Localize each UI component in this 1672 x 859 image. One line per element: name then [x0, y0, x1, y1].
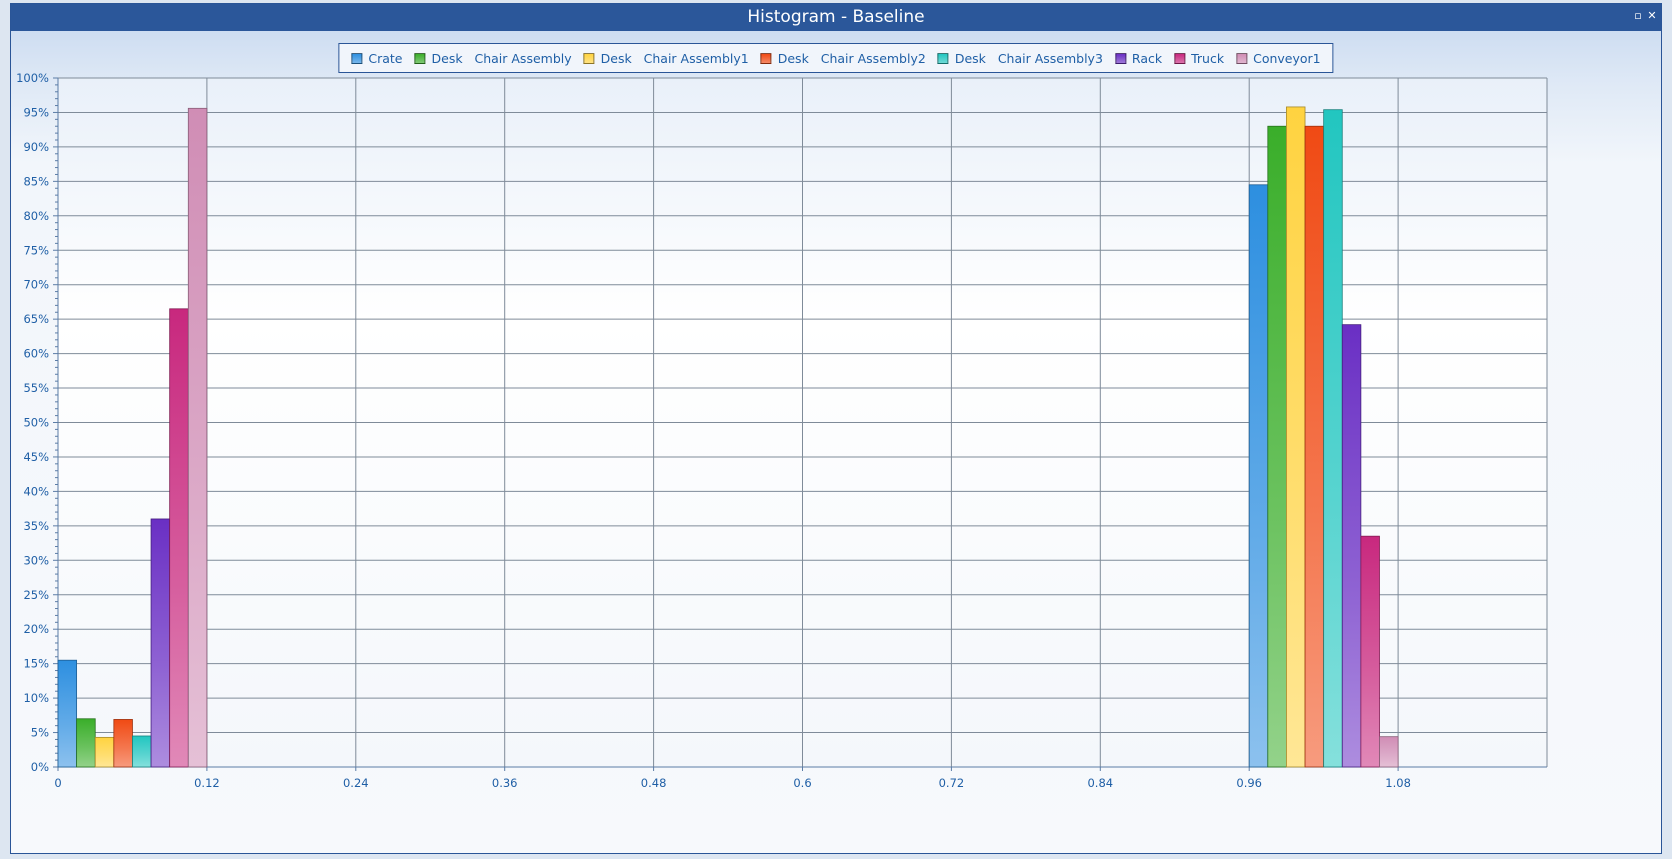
legend-item[interactable]: Rack — [1114, 50, 1163, 66]
x-tick-label: 0.72 — [939, 776, 965, 790]
y-tick-label: 45% — [23, 450, 49, 464]
y-tick-label: 35% — [23, 519, 49, 533]
bar-desk-chair-assembly1-bin-2 — [1286, 106, 1306, 768]
window-title: Histogram - Baseline — [747, 7, 925, 27]
legend-label: Crate — [368, 50, 403, 66]
y-tick-label: 25% — [23, 588, 49, 602]
legend-item[interactable]: Conveyor1 — [1236, 51, 1321, 66]
legend-label: Conveyor1 — [1253, 50, 1321, 66]
y-tick-label: 100% — [16, 71, 49, 85]
legend-swatch — [1174, 52, 1186, 64]
bar-desk-chair-assembly3-bin-2 — [1323, 109, 1343, 768]
y-tick-label: 85% — [23, 174, 49, 188]
y-tick-label: 60% — [23, 347, 49, 361]
histogram-chart: 0% 5% 10% 15% 20% 25% 30% 35% 40% 45% 50% 55% 60% 65%… — [16, 71, 1548, 790]
legend-label: Desk Chair Assembly3 — [954, 50, 1103, 66]
y-tick-label: 20% — [23, 622, 49, 636]
legend-swatch — [351, 52, 363, 64]
y-tick-label: 40% — [23, 484, 49, 498]
y-tick-label: 10% — [23, 691, 49, 705]
x-tick-label: 0.24 — [343, 776, 369, 790]
bar-crate-bin-1 — [57, 659, 78, 768]
legend-swatch — [937, 52, 949, 64]
x-tick-label: 0.12 — [194, 776, 220, 790]
y-tick-label: 15% — [23, 657, 49, 671]
bar-rack-bin-1 — [150, 518, 171, 768]
legend-swatch — [414, 52, 426, 64]
y-tick-label: 95% — [23, 105, 49, 119]
x-tick-label: 0.36 — [492, 776, 518, 790]
legend-swatch — [583, 52, 595, 64]
bar-desk-chair-assembly2-bin-2 — [1304, 125, 1325, 768]
x-tick-label: 0 — [54, 776, 61, 790]
bar-truck-bin-1 — [169, 308, 189, 768]
bar-desk-chair-assembly2-bin-1 — [113, 719, 133, 768]
y-tick-label: 30% — [23, 553, 49, 567]
bar-conveyor1-bin-1 — [187, 107, 208, 768]
x-tick-label: 0.96 — [1236, 776, 1262, 790]
legend-swatch — [760, 52, 772, 64]
y-tick-label: 75% — [23, 243, 49, 257]
x-tick-label: 0.84 — [1087, 776, 1113, 790]
legend-swatch — [1114, 52, 1126, 64]
bar-conveyor1-bin-2 — [1379, 736, 1399, 768]
legend-label: Truck — [1191, 50, 1225, 66]
bar-desk-chair-assembly3-bin-1 — [132, 735, 152, 768]
legend-item[interactable]: Desk Chair Assembly3 — [937, 50, 1103, 66]
y-tick-label: 80% — [23, 209, 49, 223]
y-tick-label: 5% — [31, 726, 49, 740]
bar-desk-chair-assembly-bin-2 — [1267, 125, 1287, 768]
legend-item[interactable]: Desk Chair Assembly1 — [583, 50, 749, 66]
y-tick-label: 0% — [31, 760, 49, 774]
x-tick-label: 0.48 — [641, 776, 667, 790]
close-icon[interactable]: ✕ — [1647, 9, 1657, 22]
histogram-window: Histogram - Baseline ▫ ✕ 0% 5% 10% 15% 20% 25… — [10, 3, 1662, 854]
chart-legend: Crate Desk Chair Assembly Desk Chair Assem… — [338, 43, 1334, 73]
bar-truck-bin-2 — [1360, 535, 1380, 768]
legend-label: Rack — [1131, 50, 1163, 66]
y-tick-label: 55% — [23, 381, 49, 395]
title-bar: Histogram - Baseline ▫ ✕ — [11, 4, 1661, 31]
restore-icon[interactable]: ▫ — [1634, 9, 1642, 22]
legend-item[interactable]: Desk Chair Assembly2 — [760, 50, 926, 66]
y-tick-label: 70% — [23, 278, 49, 292]
legend-label: Desk Chair Assembly2 — [777, 50, 926, 66]
bar-rack-bin-2 — [1341, 324, 1362, 768]
legend-label: Desk Chair Assembly1 — [600, 50, 749, 66]
legend-item[interactable]: Truck — [1174, 51, 1224, 66]
legend-swatch — [1236, 52, 1248, 64]
bar-desk-chair-assembly1-bin-1 — [94, 736, 115, 768]
y-tick-label: 50% — [23, 416, 49, 430]
y-tick-label: 90% — [23, 140, 49, 154]
bar-desk-chair-assembly-bin-1 — [76, 718, 96, 768]
bar-crate-bin-2 — [1248, 184, 1269, 768]
legend-item[interactable]: Desk Chair Assembly — [414, 50, 572, 66]
x-tick-label: 1.08 — [1385, 776, 1411, 790]
x-tick-label: 0.6 — [793, 776, 811, 790]
legend-item[interactable]: Crate — [351, 50, 403, 66]
y-tick-label: 65% — [23, 312, 49, 326]
legend-label: Desk Chair Assembly — [431, 50, 572, 66]
